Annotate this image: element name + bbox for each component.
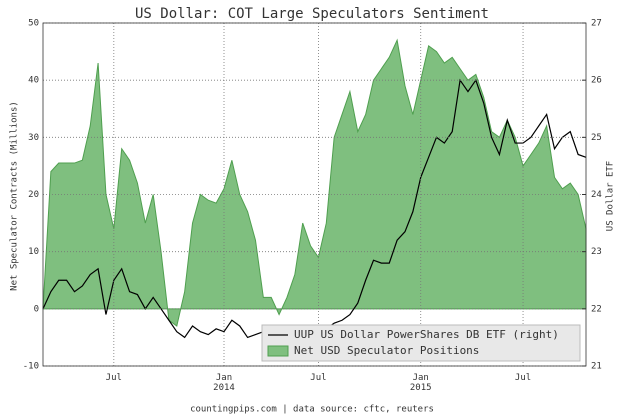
y2-tick-label: 23: [591, 247, 602, 257]
y-tick-label: 40: [28, 76, 39, 86]
x-tick-label: Jul: [310, 373, 327, 383]
x-tick-label: Jan 2015: [409, 373, 432, 393]
y-tick-label: 20: [28, 190, 39, 200]
area: [42, 38, 587, 327]
x-tick-label: Jul: [514, 373, 532, 383]
y-tick-label: 50: [28, 19, 39, 29]
legend-patch: [267, 345, 289, 357]
legend-box: [261, 324, 581, 362]
y-axis-label: Net Speculator Contracts (Millions): [10, 101, 20, 291]
y-tick-label: -10: [23, 362, 39, 372]
plot-frame: [42, 22, 587, 367]
y2-tick-label: 26: [591, 76, 602, 86]
legend-label: UUP US Dollar PowerShares DB ETF (right): [294, 328, 559, 341]
y2-axis-label: US Dollar ETF: [606, 161, 616, 231]
y-tick-label: 10: [28, 247, 39, 257]
y2-tick-label: 24: [591, 190, 602, 200]
y-tick-label: 30: [28, 133, 39, 143]
legend-label: Net USD Speculator Positions: [294, 344, 479, 357]
y2-tick-label: 21: [591, 362, 602, 372]
y-tick-label: 0: [34, 304, 39, 314]
y2-tick-label: 22: [591, 304, 602, 314]
x-tick-label: Jul: [105, 373, 122, 383]
y2-tick-label: 27: [591, 19, 602, 29]
footer: countingpips.com | data source: cftc, re…: [190, 405, 434, 415]
chart-title: US Dollar: COT Large Speculators Sentime…: [135, 6, 489, 22]
y2-tick-label: 25: [591, 133, 602, 143]
x-tick-label: Jan 2014: [213, 373, 235, 393]
